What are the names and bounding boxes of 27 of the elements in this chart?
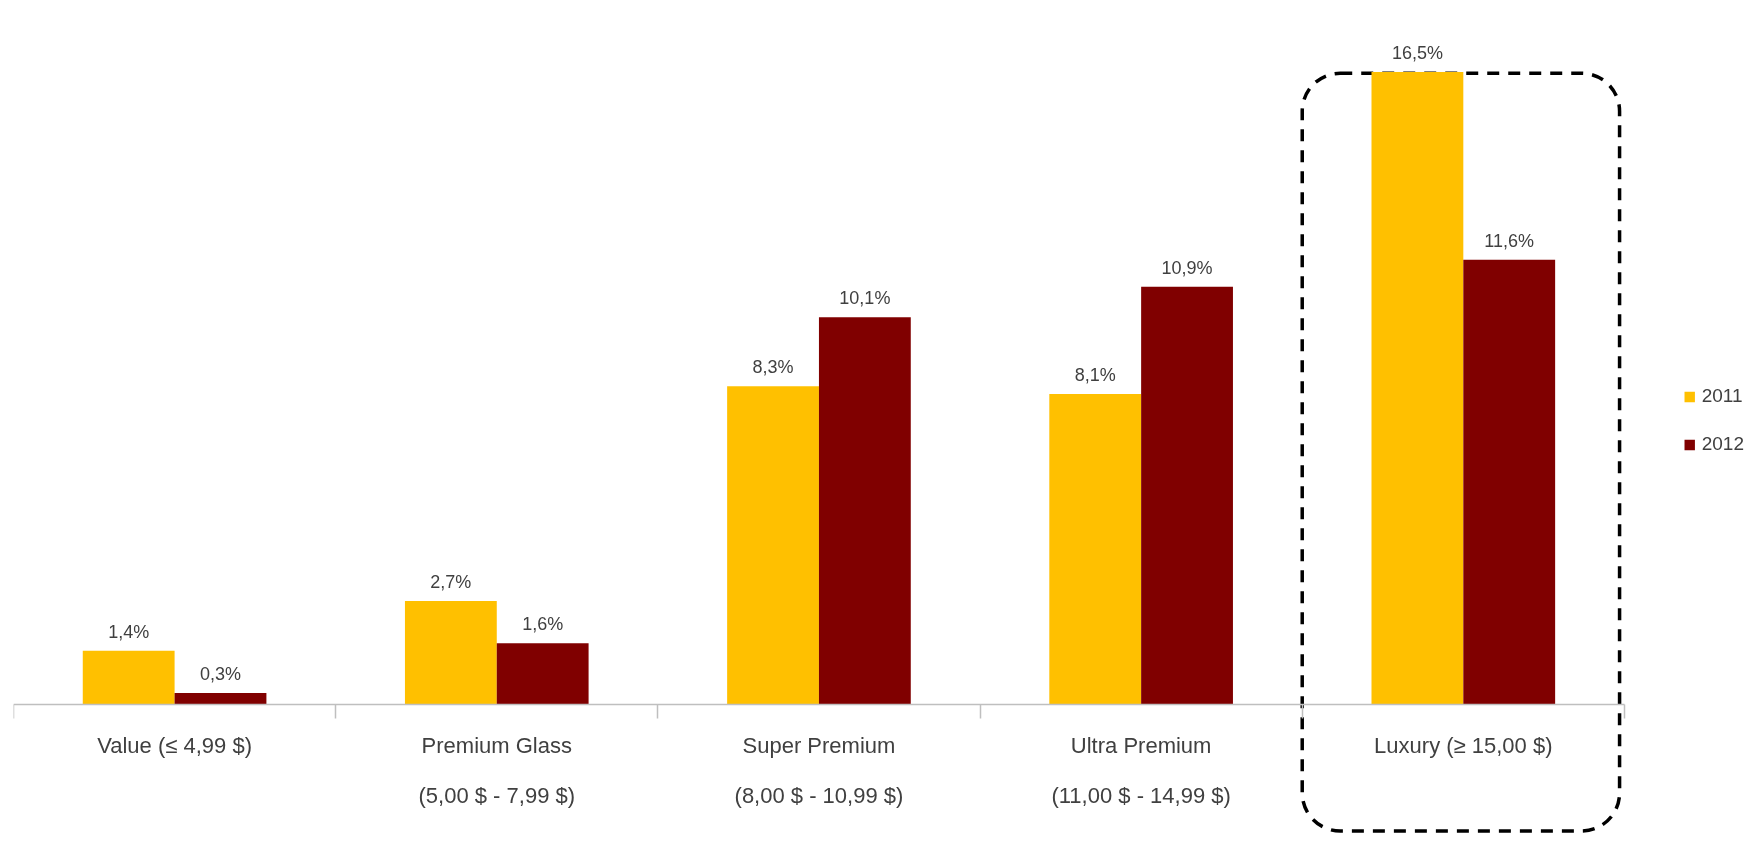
legend-label: 2012 bbox=[1701, 433, 1744, 455]
data-label: 16,5% bbox=[1391, 42, 1443, 63]
x-tick-label: Value (≤ 4,99 $) bbox=[97, 732, 252, 758]
bar bbox=[1463, 259, 1556, 705]
data-label: 2,7% bbox=[430, 572, 472, 592]
x-tick-label: Luxury (≥ 15,00 $) bbox=[1374, 732, 1553, 758]
bar bbox=[404, 601, 497, 705]
data-label: 11,6% bbox=[1484, 230, 1535, 251]
data-label: 8,1% bbox=[1074, 364, 1116, 385]
data-label: 1,6% bbox=[522, 614, 564, 635]
legend-label: 2011 bbox=[1701, 385, 1743, 407]
data-label: 8,3% bbox=[752, 357, 794, 378]
bar bbox=[1141, 286, 1233, 705]
data-label: 10,9% bbox=[1161, 257, 1213, 278]
x-tick-label: Super Premium (8,00 $ - 10,99 $) bbox=[734, 732, 904, 808]
bar bbox=[174, 693, 267, 705]
data-label: 1,4% bbox=[108, 621, 150, 642]
bar bbox=[1371, 71, 1464, 705]
bar bbox=[1049, 393, 1142, 705]
data-label: 10,1% bbox=[839, 288, 891, 309]
x-tick-label: Ultra Premium (11,00 $ - 14,99 $) bbox=[1051, 732, 1231, 808]
x-tick-label: Premium Glass (5,00 $ - 7,99 $) bbox=[418, 732, 576, 808]
data-label: 0,3% bbox=[199, 664, 242, 685]
bar bbox=[82, 650, 175, 705]
bar bbox=[496, 643, 589, 705]
bar bbox=[727, 386, 819, 705]
bar bbox=[818, 317, 911, 705]
